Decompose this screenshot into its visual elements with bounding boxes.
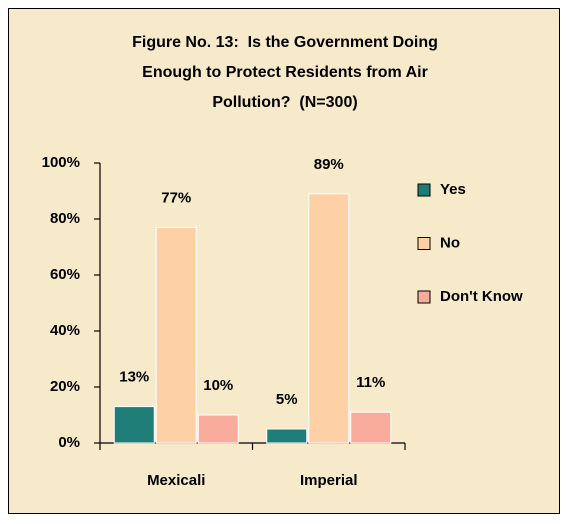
x-tick-label: Mexicali xyxy=(147,472,205,489)
bar xyxy=(197,414,239,444)
legend-swatch xyxy=(417,237,431,250)
value-label: 13% xyxy=(119,369,149,386)
x-tick-label: Imperial xyxy=(300,472,358,489)
value-label: 77% xyxy=(161,189,191,206)
bar xyxy=(113,406,155,444)
legend-label: Don't Know xyxy=(440,288,523,305)
legend-label: Yes xyxy=(440,181,466,198)
y-tick-label: 80% xyxy=(50,210,80,227)
legend-swatch xyxy=(417,183,431,197)
bar xyxy=(266,428,308,444)
y-tick-label: 20% xyxy=(50,378,80,395)
y-tick-label: 100% xyxy=(42,154,80,171)
bar xyxy=(155,226,197,444)
value-label: 11% xyxy=(356,374,385,391)
y-tick-label: 40% xyxy=(50,322,80,339)
bar xyxy=(308,193,350,444)
y-tick-label: 0% xyxy=(58,434,80,451)
value-label: 5% xyxy=(276,391,298,408)
y-tick-label: 60% xyxy=(50,266,80,283)
bar xyxy=(350,411,392,444)
value-label: 10% xyxy=(203,377,233,394)
legend-label: No xyxy=(440,234,460,251)
chart-title: Figure No. 13: Is the Government Doing E… xyxy=(132,34,443,111)
value-label: 89% xyxy=(314,156,344,173)
legend-swatch xyxy=(417,290,431,304)
